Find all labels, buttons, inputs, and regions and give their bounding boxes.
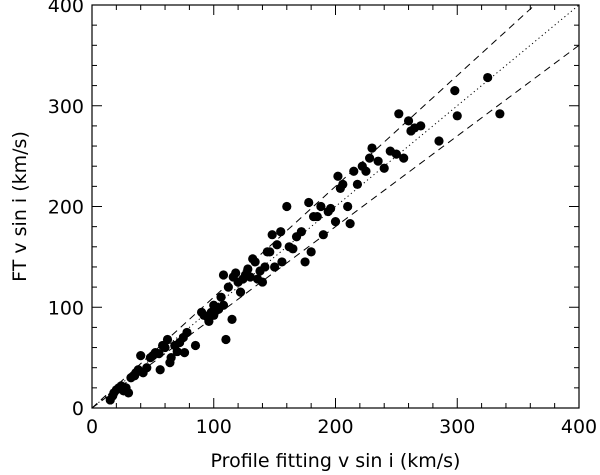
data-point — [250, 257, 260, 267]
data-point — [364, 153, 375, 163]
data-point — [218, 300, 229, 310]
data-point — [416, 121, 426, 131]
data-point — [403, 116, 414, 126]
y-tick-label: 200 — [48, 197, 84, 219]
data-point — [142, 363, 152, 373]
data-point — [223, 282, 233, 292]
data-point — [367, 143, 377, 153]
data-point — [345, 219, 355, 229]
data-point — [399, 153, 409, 163]
data-point — [216, 292, 226, 302]
data-point — [155, 365, 165, 375]
data-point — [394, 109, 404, 119]
y-tick-label: 0 — [72, 398, 84, 420]
data-point — [123, 388, 134, 398]
reference-line-dotted — [92, 5, 579, 408]
data-point — [265, 247, 275, 257]
data-point — [300, 257, 310, 267]
data-point — [227, 314, 237, 324]
axis-ticks — [91, 4, 580, 409]
data-point — [361, 166, 371, 176]
data-point — [282, 201, 292, 212]
data-point — [136, 351, 146, 361]
data-point — [221, 334, 231, 345]
x-tick-label: 300 — [439, 416, 475, 438]
y-axis-label: FT v sin i (km/s) — [9, 131, 31, 282]
data-points — [105, 72, 505, 405]
data-point — [235, 287, 246, 297]
data-point — [179, 347, 190, 358]
data-point — [352, 179, 363, 189]
data-point — [190, 340, 201, 351]
data-point — [245, 272, 255, 282]
data-point — [172, 346, 182, 357]
data-point — [231, 268, 241, 278]
data-point — [288, 244, 298, 254]
data-point — [160, 342, 170, 353]
data-point — [333, 171, 343, 181]
data-point — [379, 163, 389, 173]
data-point — [338, 179, 348, 189]
data-point — [343, 201, 353, 212]
data-point — [349, 166, 359, 176]
data-point — [391, 149, 401, 159]
data-point — [304, 197, 314, 208]
data-point — [318, 230, 328, 240]
data-point — [483, 72, 493, 83]
y-tick-label: 100 — [48, 297, 84, 319]
data-point — [452, 111, 462, 121]
data-point — [154, 348, 164, 359]
data-point — [272, 240, 282, 250]
data-point — [162, 334, 173, 345]
data-point — [260, 262, 270, 272]
tick-labels: 0 100 200 300 400 0 100 200 300 400 — [48, 0, 597, 438]
data-point — [267, 230, 277, 240]
data-point — [243, 264, 253, 274]
data-point — [312, 211, 322, 222]
data-point — [495, 109, 505, 119]
data-point — [434, 136, 444, 146]
x-tick-label: 200 — [317, 416, 353, 438]
x-tick-label: 400 — [561, 416, 597, 438]
y-tick-label: 400 — [48, 0, 84, 17]
data-point — [306, 247, 316, 257]
data-point — [182, 327, 192, 338]
data-point — [373, 156, 383, 166]
data-point — [296, 227, 307, 237]
data-point — [257, 277, 268, 287]
data-point — [218, 270, 229, 280]
data-point — [450, 86, 460, 96]
data-point — [316, 201, 326, 212]
x-axis-label: Profile fitting v sin i (km/s) — [211, 450, 461, 472]
data-point — [277, 257, 287, 267]
data-point — [276, 227, 286, 237]
reference-line-dashed — [92, 5, 536, 408]
y-tick-label: 300 — [48, 96, 84, 118]
x-tick-label: 100 — [196, 416, 232, 438]
data-point — [326, 203, 336, 214]
data-point — [166, 353, 176, 363]
x-tick-label: 0 — [86, 416, 98, 438]
reference-line-dashed — [92, 44, 579, 408]
data-point — [330, 217, 341, 227]
data-point — [270, 262, 280, 272]
